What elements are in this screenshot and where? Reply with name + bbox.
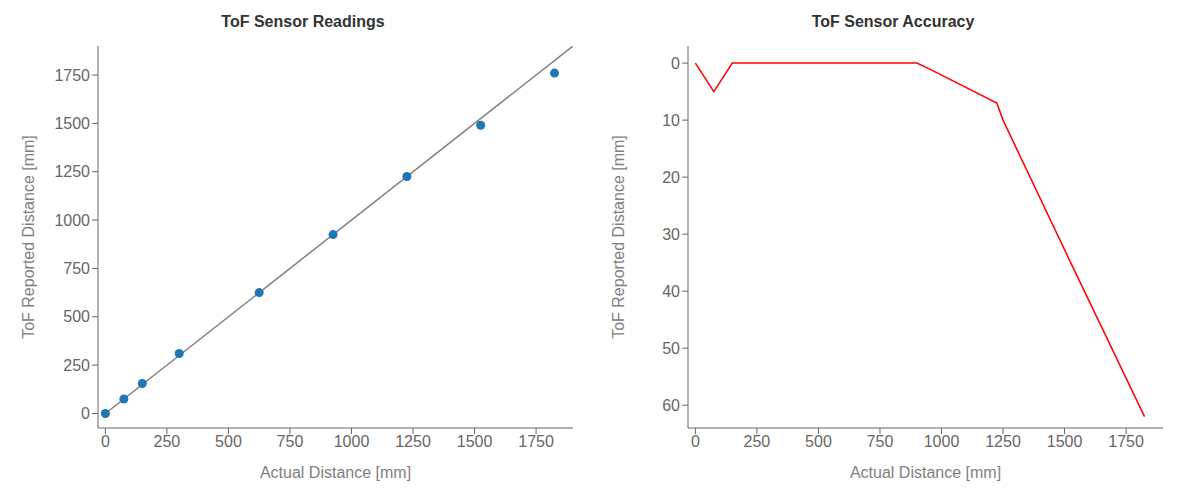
- svg-text:750: 750: [277, 433, 304, 450]
- svg-text:1250: 1250: [395, 433, 431, 450]
- svg-text:250: 250: [154, 433, 181, 450]
- svg-text:500: 500: [805, 433, 832, 450]
- svg-text:40: 40: [662, 283, 680, 300]
- svg-text:Actual Distance [mm]: Actual Distance [mm]: [260, 464, 411, 481]
- svg-text:0: 0: [101, 433, 110, 450]
- svg-text:50: 50: [662, 340, 680, 357]
- svg-text:1750: 1750: [54, 67, 90, 84]
- svg-text:Actual Distance [mm]: Actual Distance [mm]: [850, 464, 1001, 481]
- svg-text:1750: 1750: [1108, 433, 1144, 450]
- svg-text:500: 500: [215, 433, 242, 450]
- svg-text:1500: 1500: [54, 115, 90, 132]
- svg-text:1000: 1000: [54, 212, 90, 229]
- svg-text:ToF Reported Distance [mm]: ToF Reported Distance [mm]: [20, 135, 37, 339]
- svg-text:1000: 1000: [334, 433, 370, 450]
- svg-text:30: 30: [662, 226, 680, 243]
- html-text:ToF Sensor Accuracy: ToF Sensor Accuracy: [811, 13, 975, 30]
- svg-text:0: 0: [81, 405, 90, 422]
- svg-text:10: 10: [662, 112, 680, 129]
- svg-text:1000: 1000: [924, 433, 960, 450]
- html-text:ToF Sensor Readings: ToF Sensor Readings: [221, 13, 385, 30]
- svg-text:250: 250: [744, 433, 771, 450]
- svg-text:1750: 1750: [518, 433, 554, 450]
- svg-text:500: 500: [63, 308, 90, 325]
- svg-text:ToF Reported Distance [mm]: ToF Reported Distance [mm]: [610, 135, 627, 339]
- svg-text:60: 60: [662, 397, 680, 414]
- svg-text:0: 0: [671, 55, 680, 72]
- svg-text:1250: 1250: [54, 163, 90, 180]
- svg-text:750: 750: [63, 260, 90, 277]
- svg-text:20: 20: [662, 169, 680, 186]
- svg-text:250: 250: [63, 357, 90, 374]
- svg-text:0: 0: [691, 433, 700, 450]
- svg-text:1250: 1250: [985, 433, 1021, 450]
- svg-text:1500: 1500: [1047, 433, 1083, 450]
- svg-text:1500: 1500: [457, 433, 493, 450]
- svg-text:750: 750: [867, 433, 894, 450]
